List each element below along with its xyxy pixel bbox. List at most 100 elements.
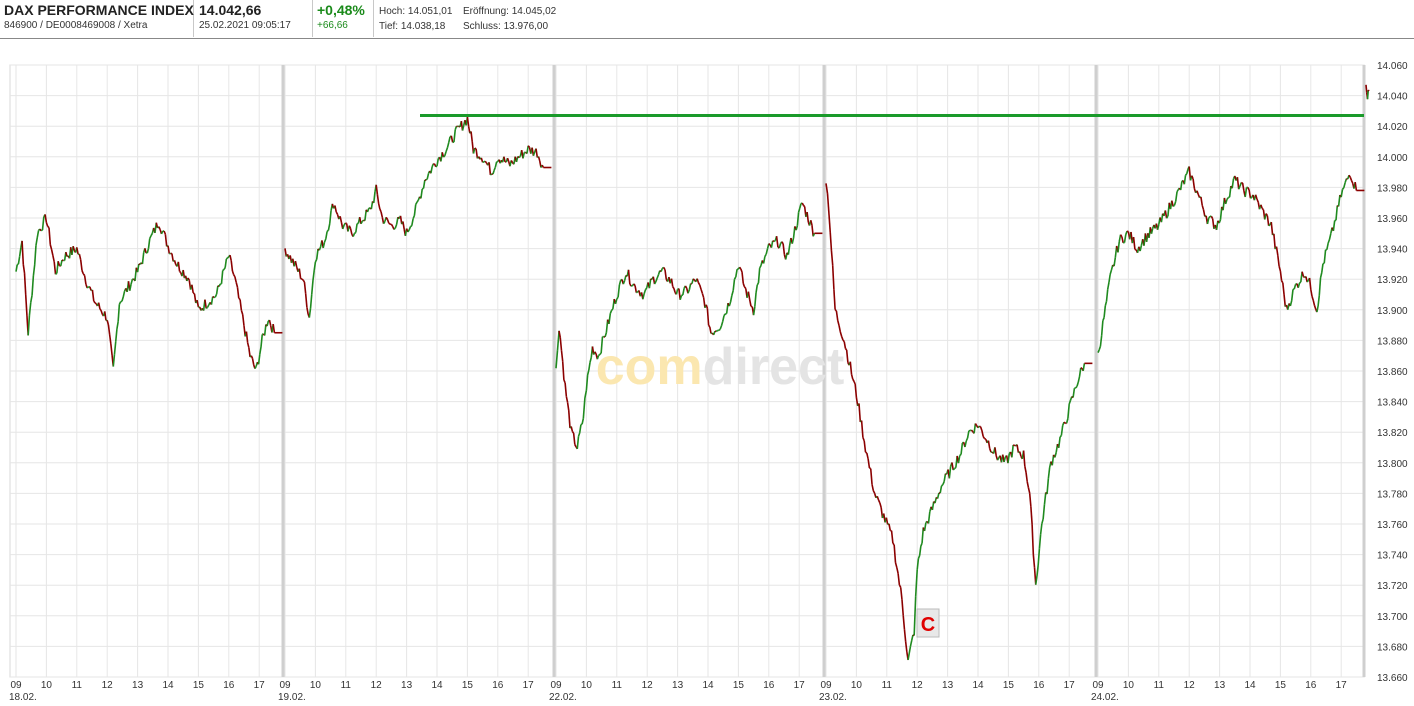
candle-up [610, 308, 614, 311]
candle-down [1202, 209, 1206, 217]
candle-down [984, 437, 987, 440]
candle-down [1031, 524, 1035, 555]
candle-up [604, 332, 608, 338]
y-tick-label: 13.940 [1377, 245, 1408, 256]
candle-up [494, 161, 498, 168]
candle-down [1188, 166, 1192, 181]
x-tick-label: 17 [523, 680, 535, 691]
candle-down [1210, 215, 1214, 220]
candle-up [556, 330, 560, 351]
candle-down [843, 341, 847, 349]
candle-down [1063, 421, 1066, 424]
candle-up [1150, 228, 1154, 234]
candle-down [1270, 221, 1274, 236]
candle-up [366, 208, 370, 213]
candle-down [1275, 246, 1279, 256]
candle-down [1027, 487, 1031, 494]
candle-up [584, 390, 588, 399]
candle-down [594, 351, 597, 355]
candle-up [415, 201, 418, 205]
candle-down [250, 355, 254, 359]
candle-down [894, 562, 898, 568]
candle-up [1219, 206, 1223, 220]
x-tick-label: 13 [132, 680, 144, 691]
candle-up [1293, 284, 1297, 290]
candle-up [1036, 564, 1039, 577]
candle-down [1196, 190, 1200, 195]
candle-up [489, 173, 493, 176]
candle-down [1313, 305, 1317, 310]
candle-down [450, 135, 454, 143]
candle-down [839, 331, 843, 337]
candle-down [24, 294, 28, 316]
candle-up [453, 129, 457, 143]
candle-up [1165, 215, 1169, 219]
candle-up [310, 280, 314, 295]
candle-down [1256, 198, 1259, 203]
candle-up [784, 252, 788, 260]
x-tick-label: 11 [882, 680, 893, 691]
candle-down [1301, 271, 1305, 277]
candle-down [1278, 265, 1282, 272]
candle-up [130, 279, 134, 285]
candle-up [315, 248, 319, 260]
candle-down [248, 347, 251, 358]
candle-down [192, 292, 195, 295]
candle-down [231, 270, 235, 275]
x-tick-label: 14 [431, 680, 443, 691]
candle-down [108, 334, 112, 344]
candle-down [385, 216, 389, 220]
candle-up [1326, 242, 1329, 250]
candle-up [585, 374, 589, 391]
candle-up [394, 224, 398, 229]
candle-up [712, 330, 716, 336]
candle-up [1065, 418, 1069, 424]
candle-up [1054, 452, 1057, 458]
candle-up [1172, 204, 1175, 208]
candle-down [238, 297, 241, 301]
candle-down [697, 282, 701, 286]
candle-down [1310, 289, 1313, 297]
candle-up [614, 298, 618, 305]
candle-up [773, 239, 776, 243]
x-tick-label: 13 [401, 680, 413, 691]
candle-down [563, 379, 566, 384]
candle-down [559, 337, 563, 351]
candle-up [1306, 279, 1310, 283]
price-series [15, 84, 1370, 661]
stat-close: Schluss: 13.976,00 [463, 21, 549, 32]
candle-up [1037, 548, 1041, 566]
candle-up [532, 151, 536, 157]
x-tick-label: 15 [193, 680, 205, 691]
candle-up [59, 259, 63, 267]
candle-down [187, 277, 190, 281]
candle-up [1319, 272, 1323, 279]
y-tick-label: 13.980 [1377, 183, 1408, 194]
candle-down [904, 641, 908, 653]
x-tick-label: 15 [462, 680, 474, 691]
candle-up [1173, 201, 1177, 206]
candle-up [472, 147, 476, 154]
x-date-label: 22.02. [549, 692, 577, 703]
y-tick-label: 13.840 [1377, 398, 1408, 409]
y-tick-label: 13.680 [1377, 642, 1408, 653]
candle-up [483, 160, 486, 163]
candle-down [706, 308, 710, 326]
candle-up [122, 290, 126, 298]
candle-down [1024, 466, 1027, 473]
candle-up [1097, 349, 1100, 353]
candle-down [377, 203, 381, 210]
x-tick-label: 09 [279, 680, 291, 691]
x-tick-label: 12 [371, 680, 383, 691]
candle-down [869, 468, 873, 485]
candle-up [134, 267, 138, 282]
candle-down [81, 270, 85, 275]
candle-down [844, 348, 848, 351]
candle-up [943, 473, 947, 482]
candle-down [574, 444, 577, 448]
y-tick-label: 13.860 [1377, 367, 1408, 378]
candle-down [48, 227, 52, 245]
stat-low: Tief: 14.038,18 [379, 21, 446, 32]
candle-down [692, 278, 696, 281]
candle-down [1254, 194, 1258, 200]
